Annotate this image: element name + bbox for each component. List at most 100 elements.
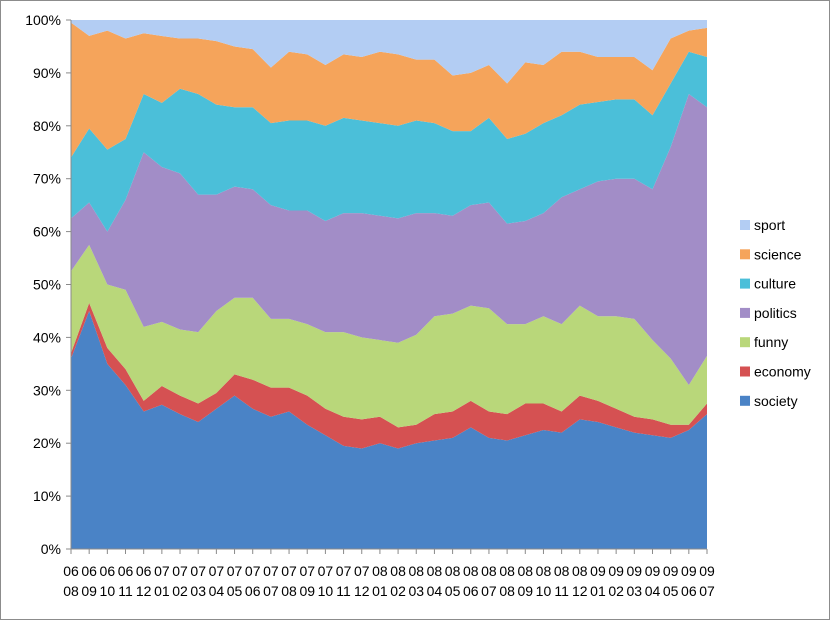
x-tick-label-year: 08: [445, 563, 461, 579]
x-tick-label-year: 08: [427, 563, 443, 579]
x-tick-label-year: 07: [354, 563, 370, 579]
x-tick-label-year: 07: [263, 563, 279, 579]
x-tick-label-month: 06: [245, 583, 261, 599]
x-tick-label-month: 04: [427, 583, 443, 599]
y-tick-label: 90%: [33, 65, 61, 81]
x-tick-label-year: 07: [336, 563, 352, 579]
x-tick-label-year: 09: [663, 563, 679, 579]
y-tick-label: 80%: [33, 118, 61, 134]
legend-swatch-society: [740, 395, 750, 406]
x-tick-label-year: 06: [136, 563, 152, 579]
area-funny: [71, 244, 707, 428]
legend-swatch-sport: [740, 220, 750, 230]
x-tick-label-year: 07: [281, 563, 297, 579]
x-tick-label-year: 08: [517, 563, 533, 579]
area-sport: [71, 20, 707, 84]
y-tick-label: 40%: [33, 329, 61, 345]
legend-label-society: society: [754, 393, 798, 409]
x-tick-label-month: 03: [408, 583, 424, 599]
area-society: [71, 310, 707, 549]
y-tick-label: 20%: [33, 435, 61, 451]
x-tick-label-year: 07: [209, 563, 225, 579]
x-tick-label-year: 08: [390, 563, 406, 579]
y-tick-label: 60%: [33, 224, 61, 240]
legend-label-funny: funny: [754, 334, 788, 350]
area-layer: [71, 20, 707, 549]
x-tick-label-year: 08: [372, 563, 388, 579]
y-tick-label: 0%: [41, 541, 61, 557]
legend-swatch-funny: [740, 337, 750, 348]
y-tick-label: 10%: [33, 488, 61, 504]
legend-label-sport: sport: [754, 217, 785, 233]
x-tick-label-year: 06: [100, 563, 116, 579]
x-tick-label-month: 11: [118, 583, 133, 599]
x-tick-label-month: 11: [336, 583, 351, 599]
x-tick-label-year: 08: [481, 563, 497, 579]
x-tick-label-month: 04: [645, 583, 661, 599]
legend: sport science culture politics funny economy s…: [740, 217, 811, 409]
x-tick-label-year: 08: [554, 563, 570, 579]
x-tick-label-month: 01: [590, 583, 606, 599]
legend-swatch-economy: [740, 366, 750, 377]
x-tick-label-year: 09: [590, 563, 606, 579]
x-tick-label-year: 08: [499, 563, 515, 579]
x-tick-label-month: 05: [445, 583, 461, 599]
x-tick-label-month: 02: [608, 583, 624, 599]
legend-swatch-culture: [740, 278, 750, 289]
x-axis: 0608060906100611061207010702070307040705…: [63, 548, 715, 599]
x-tick-label-year: 09: [645, 563, 661, 579]
x-tick-label-month: 10: [318, 583, 334, 599]
x-tick-label-year: 07: [318, 563, 334, 579]
x-tick-label-year: 09: [681, 563, 697, 579]
x-tick-label-year: 06: [118, 563, 134, 579]
legend-swatch-politics: [740, 307, 750, 318]
x-tick-label-month: 12: [136, 583, 152, 599]
area-economy: [71, 303, 707, 449]
x-tick-label-month: 05: [663, 583, 679, 599]
y-tick-label: 70%: [33, 171, 61, 187]
x-tick-label-month: 12: [354, 583, 370, 599]
x-tick-label-year: 09: [627, 563, 643, 579]
x-tick-label-month: 03: [190, 583, 206, 599]
x-tick-label-month: 07: [699, 583, 715, 599]
x-tick-label-month: 07: [481, 583, 497, 599]
x-tick-label-year: 09: [699, 563, 715, 579]
x-tick-label-month: 07: [263, 583, 279, 599]
x-tick-label-year: 07: [190, 563, 206, 579]
x-tick-label-month: 10: [536, 583, 552, 599]
x-tick-label-month: 01: [154, 583, 170, 599]
x-tick-label-year: 09: [608, 563, 624, 579]
legend-label-economy: economy: [754, 364, 811, 380]
x-tick-label-month: 03: [627, 583, 643, 599]
x-tick-label-year: 06: [63, 563, 79, 579]
x-tick-label-year: 07: [245, 563, 261, 579]
x-tick-label-month: 01: [372, 583, 388, 599]
x-tick-label-year: 07: [172, 563, 188, 579]
x-tick-label-year: 08: [572, 563, 588, 579]
x-tick-label-year: 07: [227, 563, 243, 579]
x-tick-label-year: 07: [299, 563, 315, 579]
x-tick-label-month: 09: [517, 583, 533, 599]
area-science: [71, 22, 707, 158]
x-tick-label-year: 08: [408, 563, 424, 579]
x-tick-label-year: 07: [154, 563, 170, 579]
area-politics: [71, 94, 707, 386]
y-tick-label: 100%: [25, 12, 61, 28]
x-tick-label-year: 08: [536, 563, 552, 579]
x-tick-label-year: 06: [81, 563, 97, 579]
x-tick-label-month: 08: [281, 583, 297, 599]
y-tick-label: 50%: [33, 277, 61, 293]
legend-label-science: science: [754, 246, 802, 262]
x-tick-label-month: 06: [463, 583, 479, 599]
x-tick-label-month: 02: [390, 583, 406, 599]
area-culture: [71, 51, 707, 232]
x-tick-label-month: 10: [100, 583, 116, 599]
y-tick-label: 30%: [33, 382, 61, 398]
y-axis: 0% 10% 20% 30% 40% 50% 60% 70% 80% 90% 100%: [25, 12, 72, 557]
x-tick-label-month: 05: [227, 583, 243, 599]
x-tick-label-month: 11: [554, 583, 569, 599]
legend-label-politics: politics: [754, 305, 797, 321]
x-tick-label-month: 02: [172, 583, 188, 599]
x-tick-label-month: 04: [209, 583, 225, 599]
